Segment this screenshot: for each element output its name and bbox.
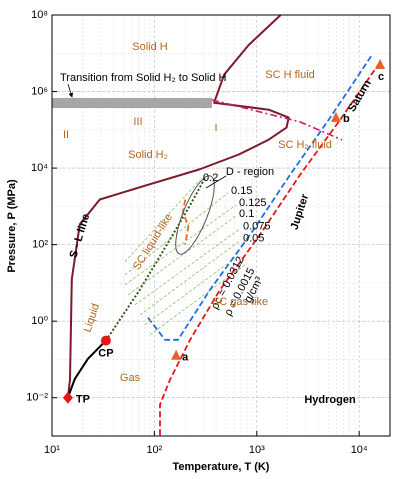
point-marker — [100, 335, 111, 346]
point-label: c — [378, 71, 384, 83]
isochore-label: 0.075 — [243, 221, 271, 233]
series-line — [182, 199, 190, 245]
transition-band — [52, 97, 212, 109]
plot-layer — [52, 15, 381, 436]
isochore-label: 0.05 — [243, 233, 264, 245]
series-line — [147, 54, 373, 341]
point-marker — [375, 58, 386, 69]
x-axis-label: Temperature, T (K) — [173, 461, 270, 473]
isochore-label: 0.1 — [239, 208, 254, 220]
annotation: Solid H₂ — [128, 149, 168, 161]
y-tick-label: 10⁸ — [31, 9, 48, 21]
y-axis-label: Pressure, P (MPa) — [6, 179, 18, 273]
annotation: I — [214, 122, 217, 134]
x-tick-label: 10¹ — [44, 444, 60, 456]
series-line — [139, 240, 241, 316]
isochore-label: 0.125 — [239, 197, 267, 209]
annotation: III — [133, 116, 142, 128]
series-line — [124, 204, 237, 286]
plot-frame — [51, 14, 391, 437]
point-label: CP — [98, 348, 113, 360]
y-tick-label: 10⁰ — [31, 315, 48, 327]
annotation: D - region — [226, 166, 274, 178]
isochore-label: 0.15 — [231, 185, 252, 197]
series-line — [124, 179, 201, 263]
x-tick-label: 10² — [146, 444, 162, 456]
annotation: II — [63, 129, 69, 141]
annotation: Transition from Solid H₂ to Solid H — [60, 72, 227, 84]
y-tick-label: 10⁻² — [26, 392, 48, 404]
annotation: Hydrogen — [304, 394, 356, 406]
annotation: Solid H — [132, 41, 168, 53]
x-tick-label: 10⁴ — [351, 444, 368, 456]
series-line — [144, 261, 231, 326]
annotation: Gas — [120, 372, 141, 384]
x-tick-label: 10³ — [249, 444, 265, 456]
annotation: SC H fluid — [265, 69, 315, 81]
point-label: b — [343, 113, 350, 125]
point-label: a — [182, 352, 189, 364]
point-marker — [330, 111, 341, 122]
isochore-label: 0.2 — [203, 172, 218, 184]
point-marker — [171, 349, 182, 360]
annotation: SC H₂ fluid — [278, 139, 332, 151]
series-line — [66, 339, 107, 399]
annotation: SC gas-like — [212, 296, 268, 308]
series-line — [159, 61, 381, 436]
transition-arrow — [67, 83, 74, 98]
point-label: TP — [76, 394, 90, 406]
series-line — [127, 215, 237, 296]
series-line — [66, 15, 290, 398]
y-tick-label: 10⁶ — [31, 85, 48, 97]
y-tick-label: 10² — [32, 239, 48, 251]
d-region-leader — [205, 175, 227, 189]
series-line — [105, 177, 206, 342]
series-line — [134, 228, 241, 306]
point-marker — [62, 391, 73, 404]
y-tick-label: 10⁴ — [31, 162, 48, 174]
d-region-ellipse — [175, 175, 215, 255]
